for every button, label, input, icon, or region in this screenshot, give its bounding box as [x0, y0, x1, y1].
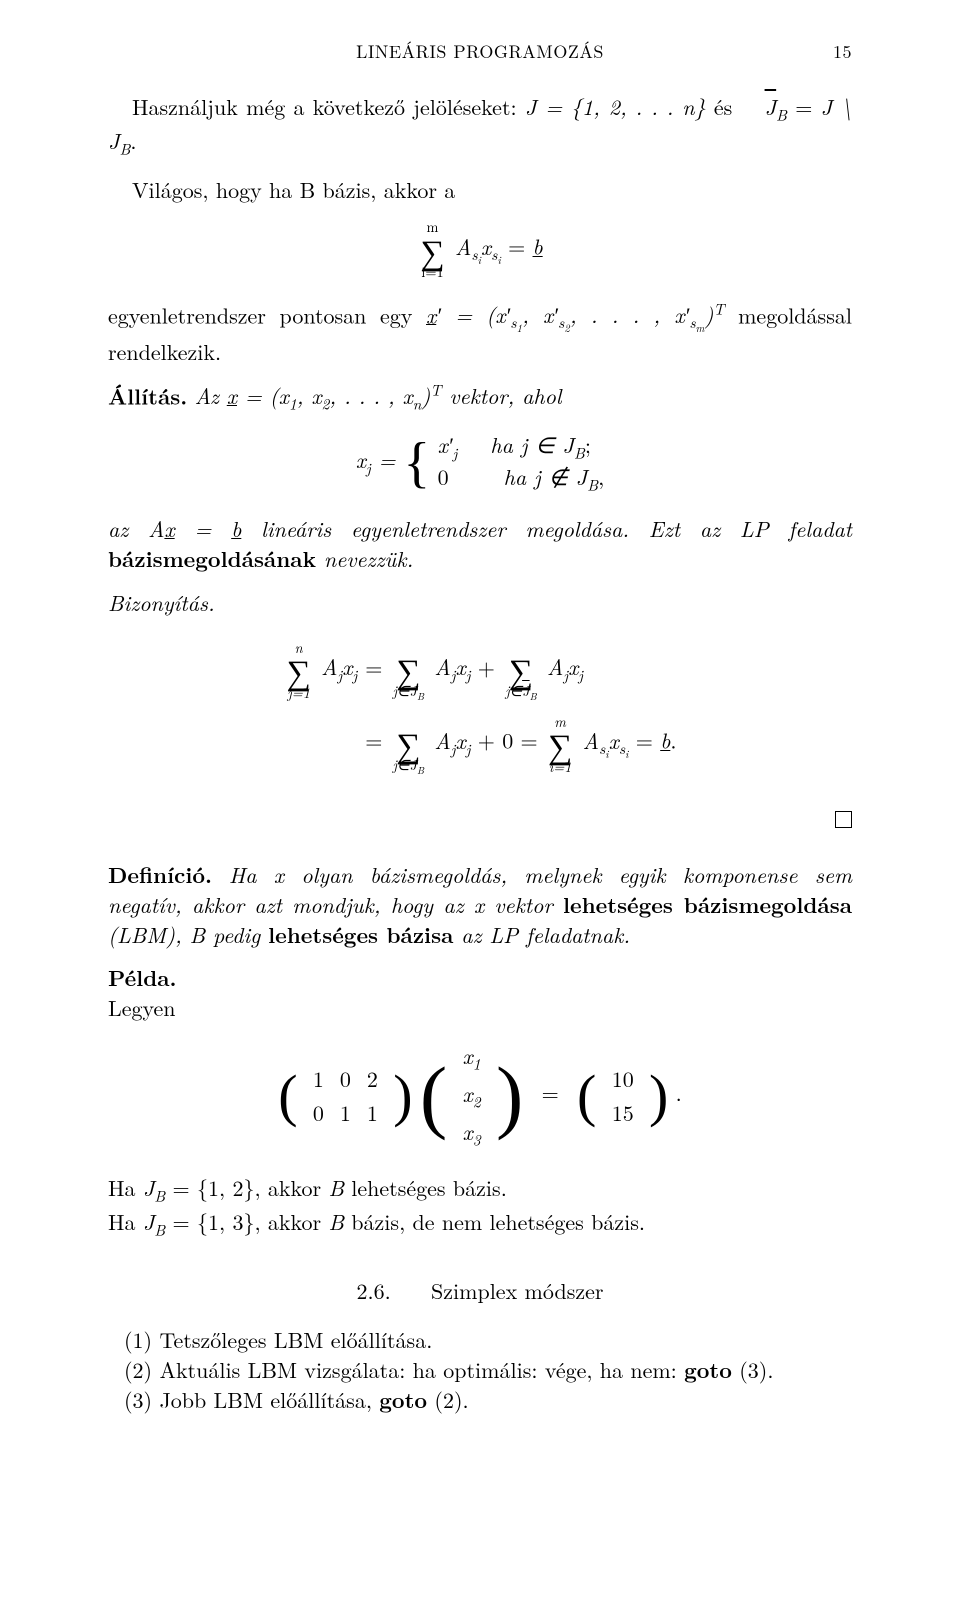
intro-text: Használjuk még a következő jelöléseket:: [132, 91, 525, 122]
section-heading: 2.6. Szimplex módszer: [108, 1276, 852, 1306]
running-title: LINEÁRIS PROGRAMOZÁS: [148, 40, 812, 64]
vector-x: x1 x2 x3: [455, 1039, 489, 1154]
xj-lhs: xj =: [356, 444, 404, 475]
xprime-underline: x: [426, 299, 436, 330]
az-ax-paragraph: az Ax = b lineáris egyenletrendszer mego…: [108, 514, 852, 573]
definicio-body2: (LBM), B pedig: [108, 919, 268, 950]
case-line-1: x′j ha j ∈ JB;: [438, 431, 605, 463]
item-3: (3) Jobb LBM előállítása, goto (2).: [156, 1385, 852, 1415]
jbar: J: [741, 96, 777, 118]
vector-b: 10 15: [604, 1062, 642, 1129]
sum1-b: b: [533, 231, 543, 262]
enumeration: (1) Tetszőleges LBM előállítása. (2) Akt…: [108, 1325, 852, 1414]
item-3c: (2).: [427, 1384, 469, 1415]
section-number: 2.6.: [356, 1275, 390, 1306]
rparen-1: ): [393, 1072, 412, 1120]
jbar-sub: B: [776, 105, 787, 126]
definicio-label: Definíció.: [108, 859, 212, 890]
proof-lhs-1: n∑j=1 Ajxj: [280, 634, 362, 708]
proof-eqblock: n∑j=1 Ajxj = ∑j∈JB Ajxj + ∑j∈JB Ajxj = ∑…: [280, 634, 681, 782]
head-spacer: [108, 40, 148, 64]
leh-bazisa: lehetséges bázisa: [268, 919, 453, 950]
sigma-icon: ∑: [420, 235, 444, 266]
proof-lhs-2: [280, 707, 362, 781]
allitas-label: Állítás.: [108, 380, 187, 411]
item-1: (1) Tetszőleges LBM előállítása.: [156, 1325, 852, 1355]
item-2a: (2) Aktuális LBM vizsgálata: ha optimáli…: [124, 1354, 684, 1385]
allitas-paragraph: Állítás. Az x = (x1, x2, . . . , xn)T ve…: [108, 381, 852, 416]
item-2: (2) Aktuális LBM vizsgálata: ha optimáli…: [156, 1355, 852, 1385]
definicio-paragraph: Definíció. Ha x olyan bázismegoldás, mel…: [108, 860, 852, 949]
pelda-label: Példa.: [108, 962, 177, 993]
page-number: 15: [812, 40, 852, 64]
display-proof: n∑j=1 Ajxj = ∑j∈JB Ajxj + ∑j∈JB Ajxj = ∑…: [108, 634, 852, 782]
matrix-A: 102 011: [305, 1062, 386, 1129]
brace-icon: {: [403, 439, 430, 487]
display-matrix: ( 102 011 ) ( x1 x2 x3 ) = ( 10 15 ) .: [108, 1039, 852, 1154]
definicio-body3: az LP feladatnak.: [453, 919, 630, 950]
bizonyitas-paragraph: Bizonyítás.: [108, 588, 852, 618]
sum1-bot: i=1: [420, 265, 444, 279]
intro-math: J = {1, 2, . . . n}: [525, 91, 706, 122]
legyen-text: Legyen: [108, 992, 176, 1023]
page: LINEÁRIS PROGRAMOZÁS 15 Használjuk még a…: [0, 0, 960, 1622]
sum-operator-1: m ∑ i=1: [420, 220, 444, 279]
item-2b: goto: [684, 1354, 732, 1385]
display-case: xj = { x′j ha j ∈ JB; 0 ha j ∉ JB,: [108, 431, 852, 494]
item-3a: (3) Jobb LBM előállítása,: [124, 1384, 379, 1415]
ha1-paragraph: Ha JB = {1, 2}, akkor B lehetséges bázis…: [108, 1173, 852, 1241]
lbm-bold: lehetséges bázismegoldása: [563, 889, 852, 920]
lparen-3: (: [577, 1072, 596, 1120]
case-line-2: 0 ha j ∉ JB,: [438, 463, 605, 495]
running-head: LINEÁRIS PROGRAMOZÁS 15: [108, 40, 852, 64]
intro-paragraph: Használjuk még a következő jelöléseket: …: [108, 92, 852, 160]
sum1-eq: =: [508, 231, 532, 262]
lparen-1: (: [278, 1072, 297, 1120]
allitas-body: Az x = (x1, x2, . . . , xn)T vektor, aho…: [195, 380, 562, 411]
ha2-a: Ha JB = {1, 3}, akkor B bázis, de nem le…: [108, 1206, 645, 1237]
bazismeg: bázismegoldásának: [108, 543, 316, 574]
vilagos-paragraph: Világos, hogy ha B bázis, akkor a: [108, 175, 852, 205]
proof-rhs-1: = ∑j∈JB Ajxj + ∑j∈JB Ajxj: [361, 634, 680, 708]
pelda-paragraph: Példa. Legyen: [108, 963, 852, 1022]
az-ax-prefix: az Ax = b lineáris egyenletrendszer mego…: [108, 513, 852, 544]
rparen-3: ): [649, 1072, 668, 1120]
proof-rhs-2: = ∑j∈JB Ajxj + 0 = m∑i=1 Asixsi = b.: [361, 707, 680, 781]
egyenlet-desc1: egyenletrendszer pontosan egy: [108, 299, 426, 330]
rparen-2: ): [496, 1064, 523, 1128]
item-3b: goto: [379, 1384, 427, 1415]
sum1-body: Asixsi: [455, 231, 501, 262]
case-lines: x′j ha j ∈ JB; 0 ha j ∉ JB,: [438, 431, 605, 494]
bizonyitas-label: Bizonyítás.: [108, 587, 215, 618]
xprime-prime: ′ = (x′s1, x′s2, . . . , x′sm)T: [436, 299, 724, 330]
vilagos-text: Világos, hogy ha B bázis, akkor a: [132, 174, 455, 205]
egyenlet-paragraph: egyenletrendszer pontosan egy x′ = (x′s1…: [108, 300, 852, 367]
nevezzuk: nevezzük.: [316, 543, 413, 574]
section-title: Szimplex módszer: [431, 1275, 604, 1306]
jb-sub2: B: [120, 139, 131, 160]
ha1-a: Ha JB = {1, 2}, akkor B lehetséges bázis…: [108, 1172, 507, 1203]
lparen-2: (: [420, 1064, 447, 1128]
item-1-text: (1) Tetszőleges LBM előállítása.: [124, 1324, 432, 1355]
display-sum-asi: m ∑ i=1 Asixsi = b: [108, 220, 852, 279]
qed-box-icon: [835, 811, 852, 828]
item-2c: (3).: [732, 1354, 774, 1385]
